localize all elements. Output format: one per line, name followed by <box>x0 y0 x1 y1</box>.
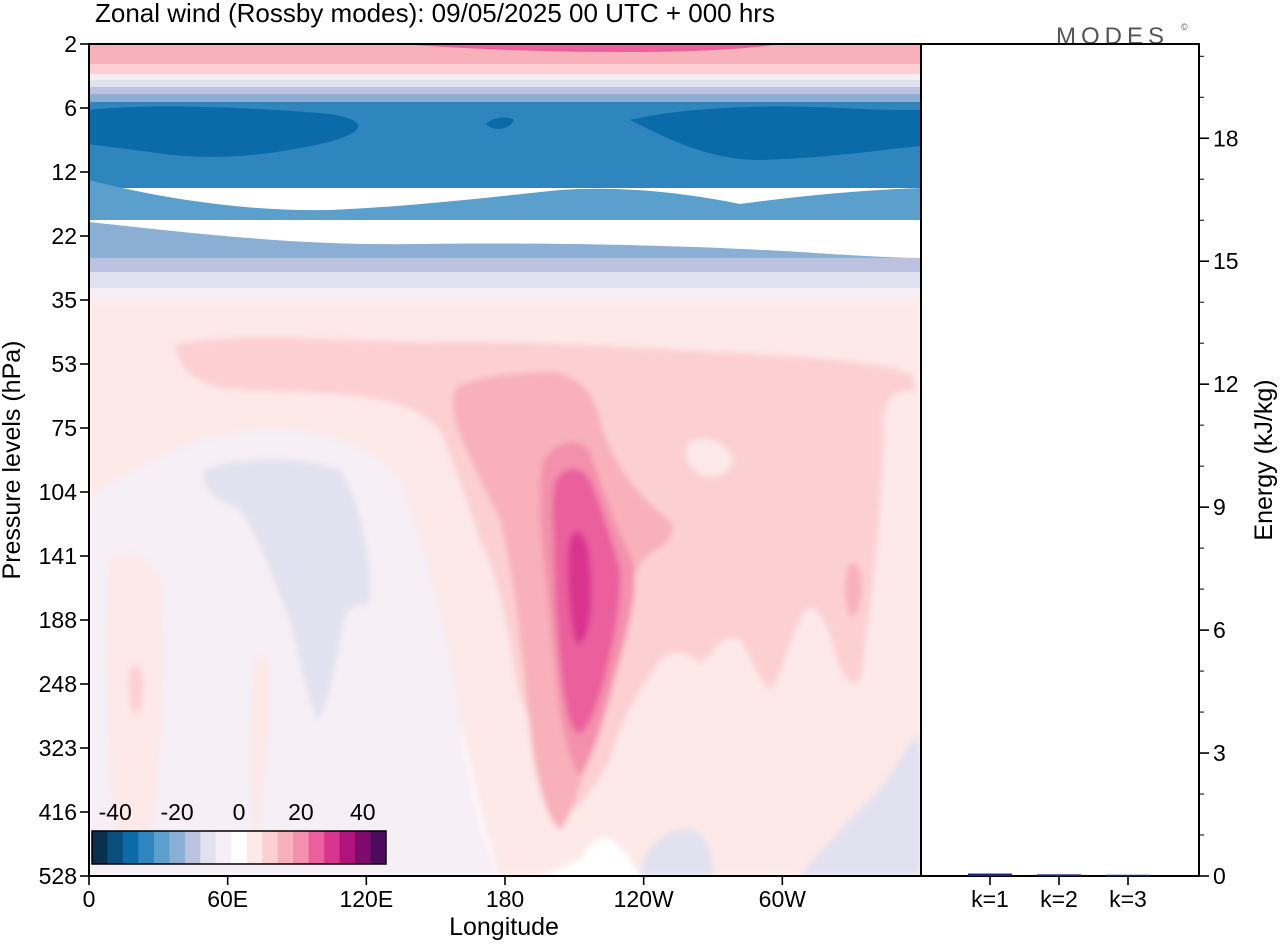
y-tick-label: 141 <box>39 543 77 569</box>
colorbar-swatch <box>215 831 232 864</box>
colorbar-swatch <box>308 831 325 864</box>
negative-patch-east <box>800 734 921 876</box>
energy-tick-label: 15 <box>1213 248 1239 274</box>
pressure-axis: 2 6 12 22 35 53 75 104 141 188 248 323 416 528 <box>39 31 89 889</box>
band-negative-1 <box>89 80 921 88</box>
x-tick-label: 60E <box>207 886 248 912</box>
zonal-wind-field <box>89 44 921 876</box>
y-tick-label: 2 <box>64 31 77 57</box>
weak-negative-west <box>89 430 500 876</box>
y-tick-label: 323 <box>39 735 77 761</box>
band-negative-4 <box>89 222 921 262</box>
colorbar-swatch <box>107 831 124 864</box>
energy-bar <box>968 873 1012 876</box>
colorbar: -40 -20 0 20 40 <box>91 799 387 865</box>
x-tick-label: 120E <box>339 886 393 912</box>
energy-bars: k=1 k=2 k=3 <box>968 873 1150 912</box>
band-positive-top-max <box>400 44 780 52</box>
lower-wind-field <box>89 300 921 876</box>
y-tick-label: 188 <box>39 607 77 633</box>
colorbar-swatch <box>169 831 186 864</box>
colorbar-swatch <box>92 831 108 864</box>
band-negative-3 <box>89 94 921 104</box>
modes-logo-mark: © <box>1181 22 1188 32</box>
colorbar-border <box>91 830 387 865</box>
colorbar-swatch <box>246 831 263 864</box>
y-tick-label: 12 <box>51 159 77 185</box>
weak-positive-hole <box>685 439 733 477</box>
energy-panel-border <box>920 43 1200 877</box>
moderate-positive-spot-west <box>128 665 144 714</box>
band-weak-negative-2 <box>89 288 921 302</box>
negative-jet-core-west <box>89 106 359 157</box>
negative-patch-mid <box>640 828 713 876</box>
y-tick-label: 53 <box>51 351 77 377</box>
colorbar-swatch <box>138 831 155 864</box>
y-tick-label: 104 <box>39 479 78 505</box>
y-tick-label: 22 <box>51 223 77 249</box>
colorbar-label: 20 <box>288 799 314 825</box>
k-label: k=1 <box>971 886 1009 912</box>
energy-tick-label: 3 <box>1213 740 1226 766</box>
band-negative-6 <box>89 272 921 288</box>
y-tick-label: 248 <box>39 671 77 697</box>
colorbar-swatch <box>122 831 139 864</box>
k-label: k=2 <box>1040 886 1078 912</box>
x-tick-label: 60W <box>759 886 807 912</box>
energy-tick-label: 9 <box>1213 494 1226 520</box>
x-tick-label: 180 <box>486 886 524 912</box>
jet-core <box>568 531 592 644</box>
colorbar-label: -20 <box>160 799 193 825</box>
colorbar-swatch <box>200 831 217 864</box>
modes-logo: MODES <box>1056 23 1169 50</box>
colorbar-swatch <box>355 831 371 864</box>
upper-wind-bands <box>89 44 921 302</box>
negative-jet-core-east <box>630 106 921 160</box>
longitude-axis: 0 60E 120E 180 120W 60W <box>83 876 807 912</box>
colorbar-swatch <box>184 831 201 864</box>
colorbar-swatch <box>339 831 356 864</box>
negative-jet-skirt <box>89 180 921 220</box>
y-tick-label: 416 <box>39 799 77 825</box>
energy-bar <box>1106 874 1150 877</box>
energy-axis: 0 3 6 9 12 15 18 <box>1199 55 1239 889</box>
negative-jet-core-spot <box>486 117 514 129</box>
band-positive-fade <box>89 64 921 74</box>
colorbar-swatch <box>262 831 279 864</box>
y-tick-label: 35 <box>51 287 77 313</box>
moderate-positive-spot-east <box>845 562 862 617</box>
colorbar-swatch <box>370 831 387 864</box>
band-weak-negative <box>89 74 921 82</box>
k-label: k=3 <box>1109 886 1147 912</box>
colorbar-label: 0 <box>233 799 246 825</box>
colorbar-label: 40 <box>350 799 376 825</box>
weak-positive-column-mid <box>250 656 270 840</box>
negative-tongue-west <box>203 459 371 720</box>
colorbar-swatch <box>231 831 248 864</box>
energy-tick-label: 18 <box>1213 125 1239 151</box>
colorbar-swatch <box>277 831 294 864</box>
y-tick-label: 6 <box>64 95 77 121</box>
chart-title: Zonal wind (Rossby modes): 09/05/2025 00… <box>95 0 775 28</box>
colorbar-swatch <box>324 831 340 864</box>
x-axis-label: Longitude <box>449 913 559 941</box>
x-tick-label: 0 <box>83 886 96 912</box>
colorbar-label: -40 <box>99 799 132 825</box>
y-tick-label: 528 <box>39 863 77 889</box>
energy-tick-label: 12 <box>1213 371 1239 397</box>
band-negative-5 <box>89 258 921 272</box>
y-tick-label: 75 <box>51 415 77 441</box>
colorbar-swatch <box>153 831 170 864</box>
y-axis-label: Pressure levels (hPa) <box>0 341 26 580</box>
band-negative-2 <box>89 87 921 96</box>
energy-bar <box>1037 874 1081 876</box>
x-tick-label: 120W <box>614 886 674 912</box>
energy-axis-label: Energy (kJ/kg) <box>1250 379 1278 540</box>
colorbar-swatch <box>293 831 310 864</box>
energy-tick-label: 0 <box>1213 863 1226 889</box>
energy-tick-label: 6 <box>1213 617 1226 643</box>
